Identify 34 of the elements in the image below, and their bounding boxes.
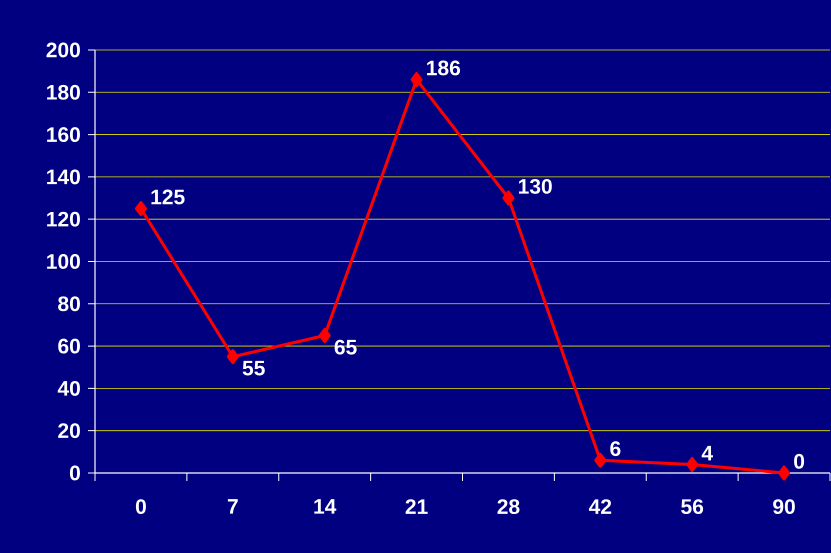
data-label: 4 <box>702 446 713 460</box>
y-tick-label: 120 <box>47 212 80 227</box>
x-tick-label: 7 <box>228 499 238 514</box>
x-tick-label: 14 <box>314 499 336 514</box>
x-tick-label: 28 <box>497 499 520 514</box>
x-tick-label: 21 <box>406 499 428 514</box>
point <box>778 465 790 480</box>
point <box>226 349 239 364</box>
y-tick-label: 20 <box>58 423 80 438</box>
x-tick-label: 56 <box>681 499 704 514</box>
data-label: 186 <box>427 60 460 76</box>
y-tick-label: 140 <box>47 169 80 184</box>
point <box>686 457 698 472</box>
x-tick-label: 0 <box>136 499 146 514</box>
y-tick-label: 200 <box>46 42 80 58</box>
y-tick-label: 60 <box>58 338 80 354</box>
data-label: 55 <box>242 360 265 376</box>
point <box>502 190 514 206</box>
y-tick-label: 100 <box>47 254 80 269</box>
point <box>594 452 606 468</box>
y-tick-label: 160 <box>47 127 80 142</box>
y-tick-label: 0 <box>70 466 80 480</box>
y-tick-label: 80 <box>58 296 80 312</box>
y-tick-label: 40 <box>58 380 80 396</box>
data-label: 0 <box>794 454 804 469</box>
x-tick-label: 90 <box>773 499 795 514</box>
point <box>134 201 147 216</box>
data-label: 130 <box>518 178 552 194</box>
x-tick-label: 42 <box>588 499 612 514</box>
point <box>410 72 423 88</box>
data-label: 6 <box>610 441 620 456</box>
data-label: 125 <box>151 190 185 204</box>
point <box>318 328 331 344</box>
y-tick-label: 180 <box>47 84 80 100</box>
